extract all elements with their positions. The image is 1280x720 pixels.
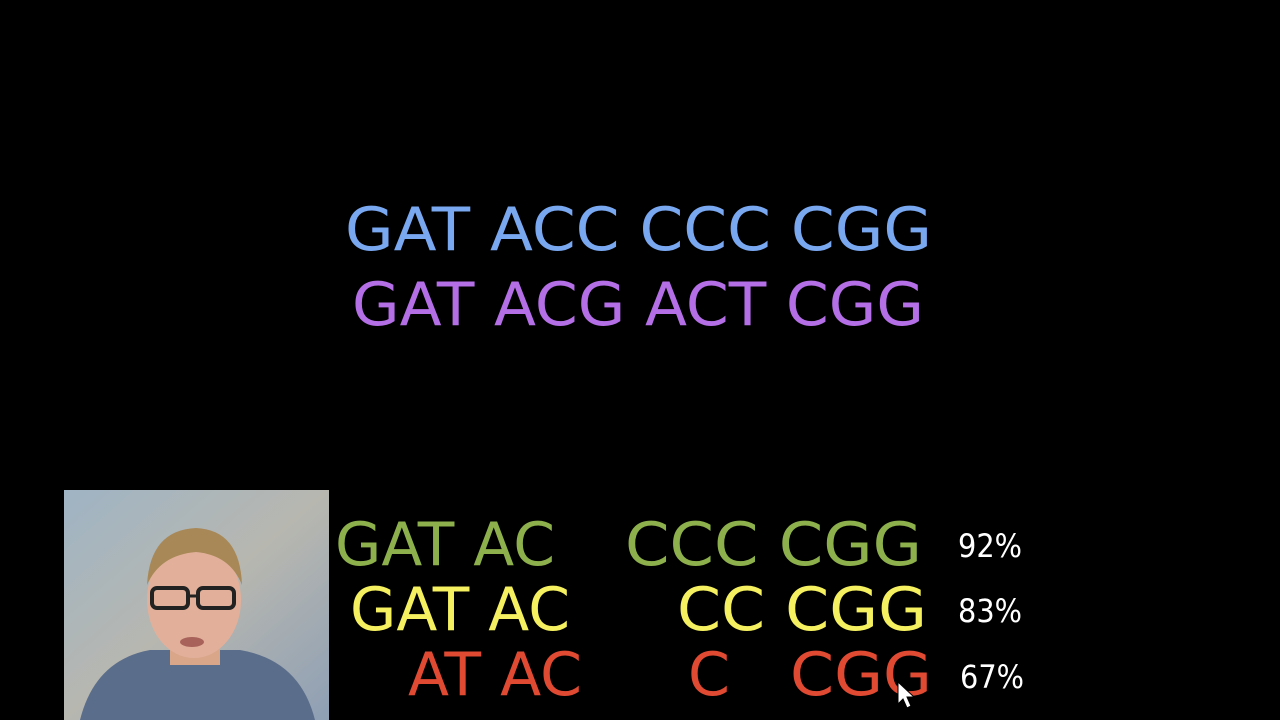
read-segment: AT AC [408,640,582,710]
read-segment: C [688,640,730,710]
reference-sequence: GAT ACC CCC CGG [345,195,932,265]
hair [147,528,242,585]
mouth [180,637,204,647]
webcam-overlay [64,490,329,720]
read-segment: CC CGG [677,575,927,645]
read-segment: CGG [790,640,932,710]
shirt [80,650,315,720]
mouse-cursor [897,680,916,709]
identity-percent: 92% [958,527,1022,565]
read-segment: GAT AC [350,575,570,645]
glasses [196,586,236,610]
identity-percent: 67% [960,658,1024,696]
face [147,542,241,658]
read-segment: CCC CGG [625,510,922,580]
query-sequence: GAT ACG ACT CGG [352,270,924,340]
read-segment: GAT AC [335,510,555,580]
identity-percent: 83% [958,592,1022,630]
glasses [150,586,190,610]
